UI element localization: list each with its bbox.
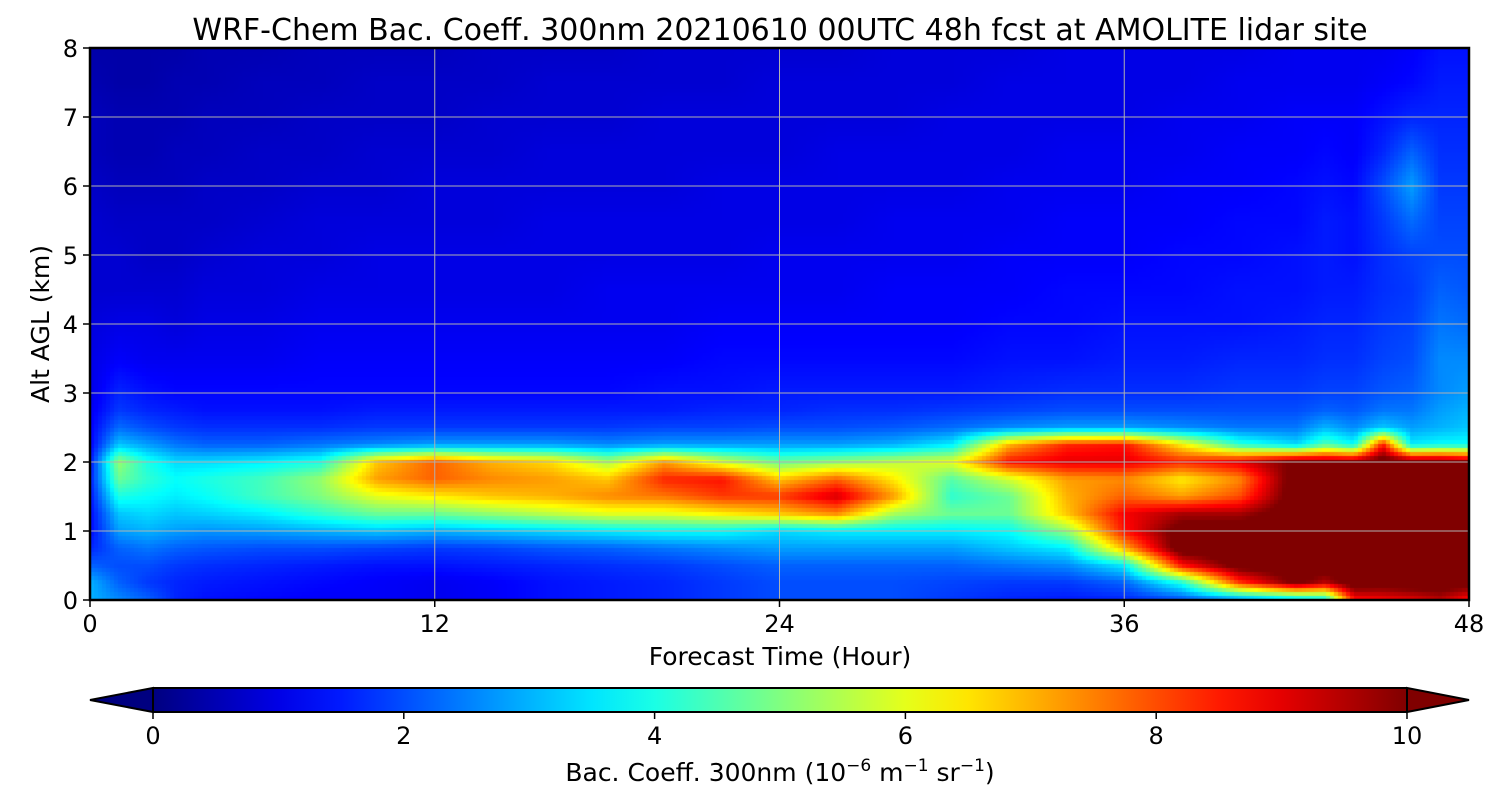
colorbar-label: Bac. Coeff. 300nm (10−6 m−1 sr−1) [565,756,994,787]
colorbar-outline [153,687,1407,713]
x-tick-label: 36 [1109,610,1140,638]
grid-lines [90,48,1469,600]
x-tick-label: 12 [419,610,450,638]
x-tick-label: 24 [764,610,795,638]
x-tick-label: 0 [82,610,97,638]
y-tick-label: 1 [63,518,78,546]
y-tick-label: 6 [63,173,78,201]
colorbar-gradient [153,688,1407,712]
colorbar-tick-label: 6 [898,722,913,750]
y-tick-label: 5 [63,242,78,270]
colorbar-ticks: 0 2 4 6 8 10 [145,712,1422,750]
y-axis-ticks: 0 1 2 3 4 5 6 7 8 [63,35,90,615]
y-tick-label: 0 [63,587,78,615]
x-axis-title: Forecast Time (Hour) [649,642,912,671]
chart-title: WRF-Chem Bac. Coeff. 300nm 20210610 00UT… [192,13,1367,48]
x-tick-label: 48 [1454,610,1485,638]
colorbar-tick-label: 2 [396,722,411,750]
y-axis-title: Alt AGL (km) [26,245,55,403]
colorbar-tick-label: 8 [1149,722,1164,750]
y-tick-label: 7 [63,104,78,132]
y-tick-label: 2 [63,449,78,477]
y-tick-label: 4 [63,311,78,339]
y-tick-label: 3 [63,380,78,408]
colorbar-tick-label: 10 [1392,722,1423,750]
colorbar-tick-label: 0 [145,722,160,750]
y-tick-label: 8 [63,35,78,63]
colorbar: 0 2 4 6 8 10 Bac. Coeff. 300nm (10−6 m−1 sr−1… [89,686,1470,787]
colorbar-extend-min [89,686,154,714]
colorbar-extend-max [1406,686,1470,714]
colorbar-tick-label: 4 [647,722,662,750]
x-axis-ticks: 0 12 24 36 48 [82,600,1484,638]
